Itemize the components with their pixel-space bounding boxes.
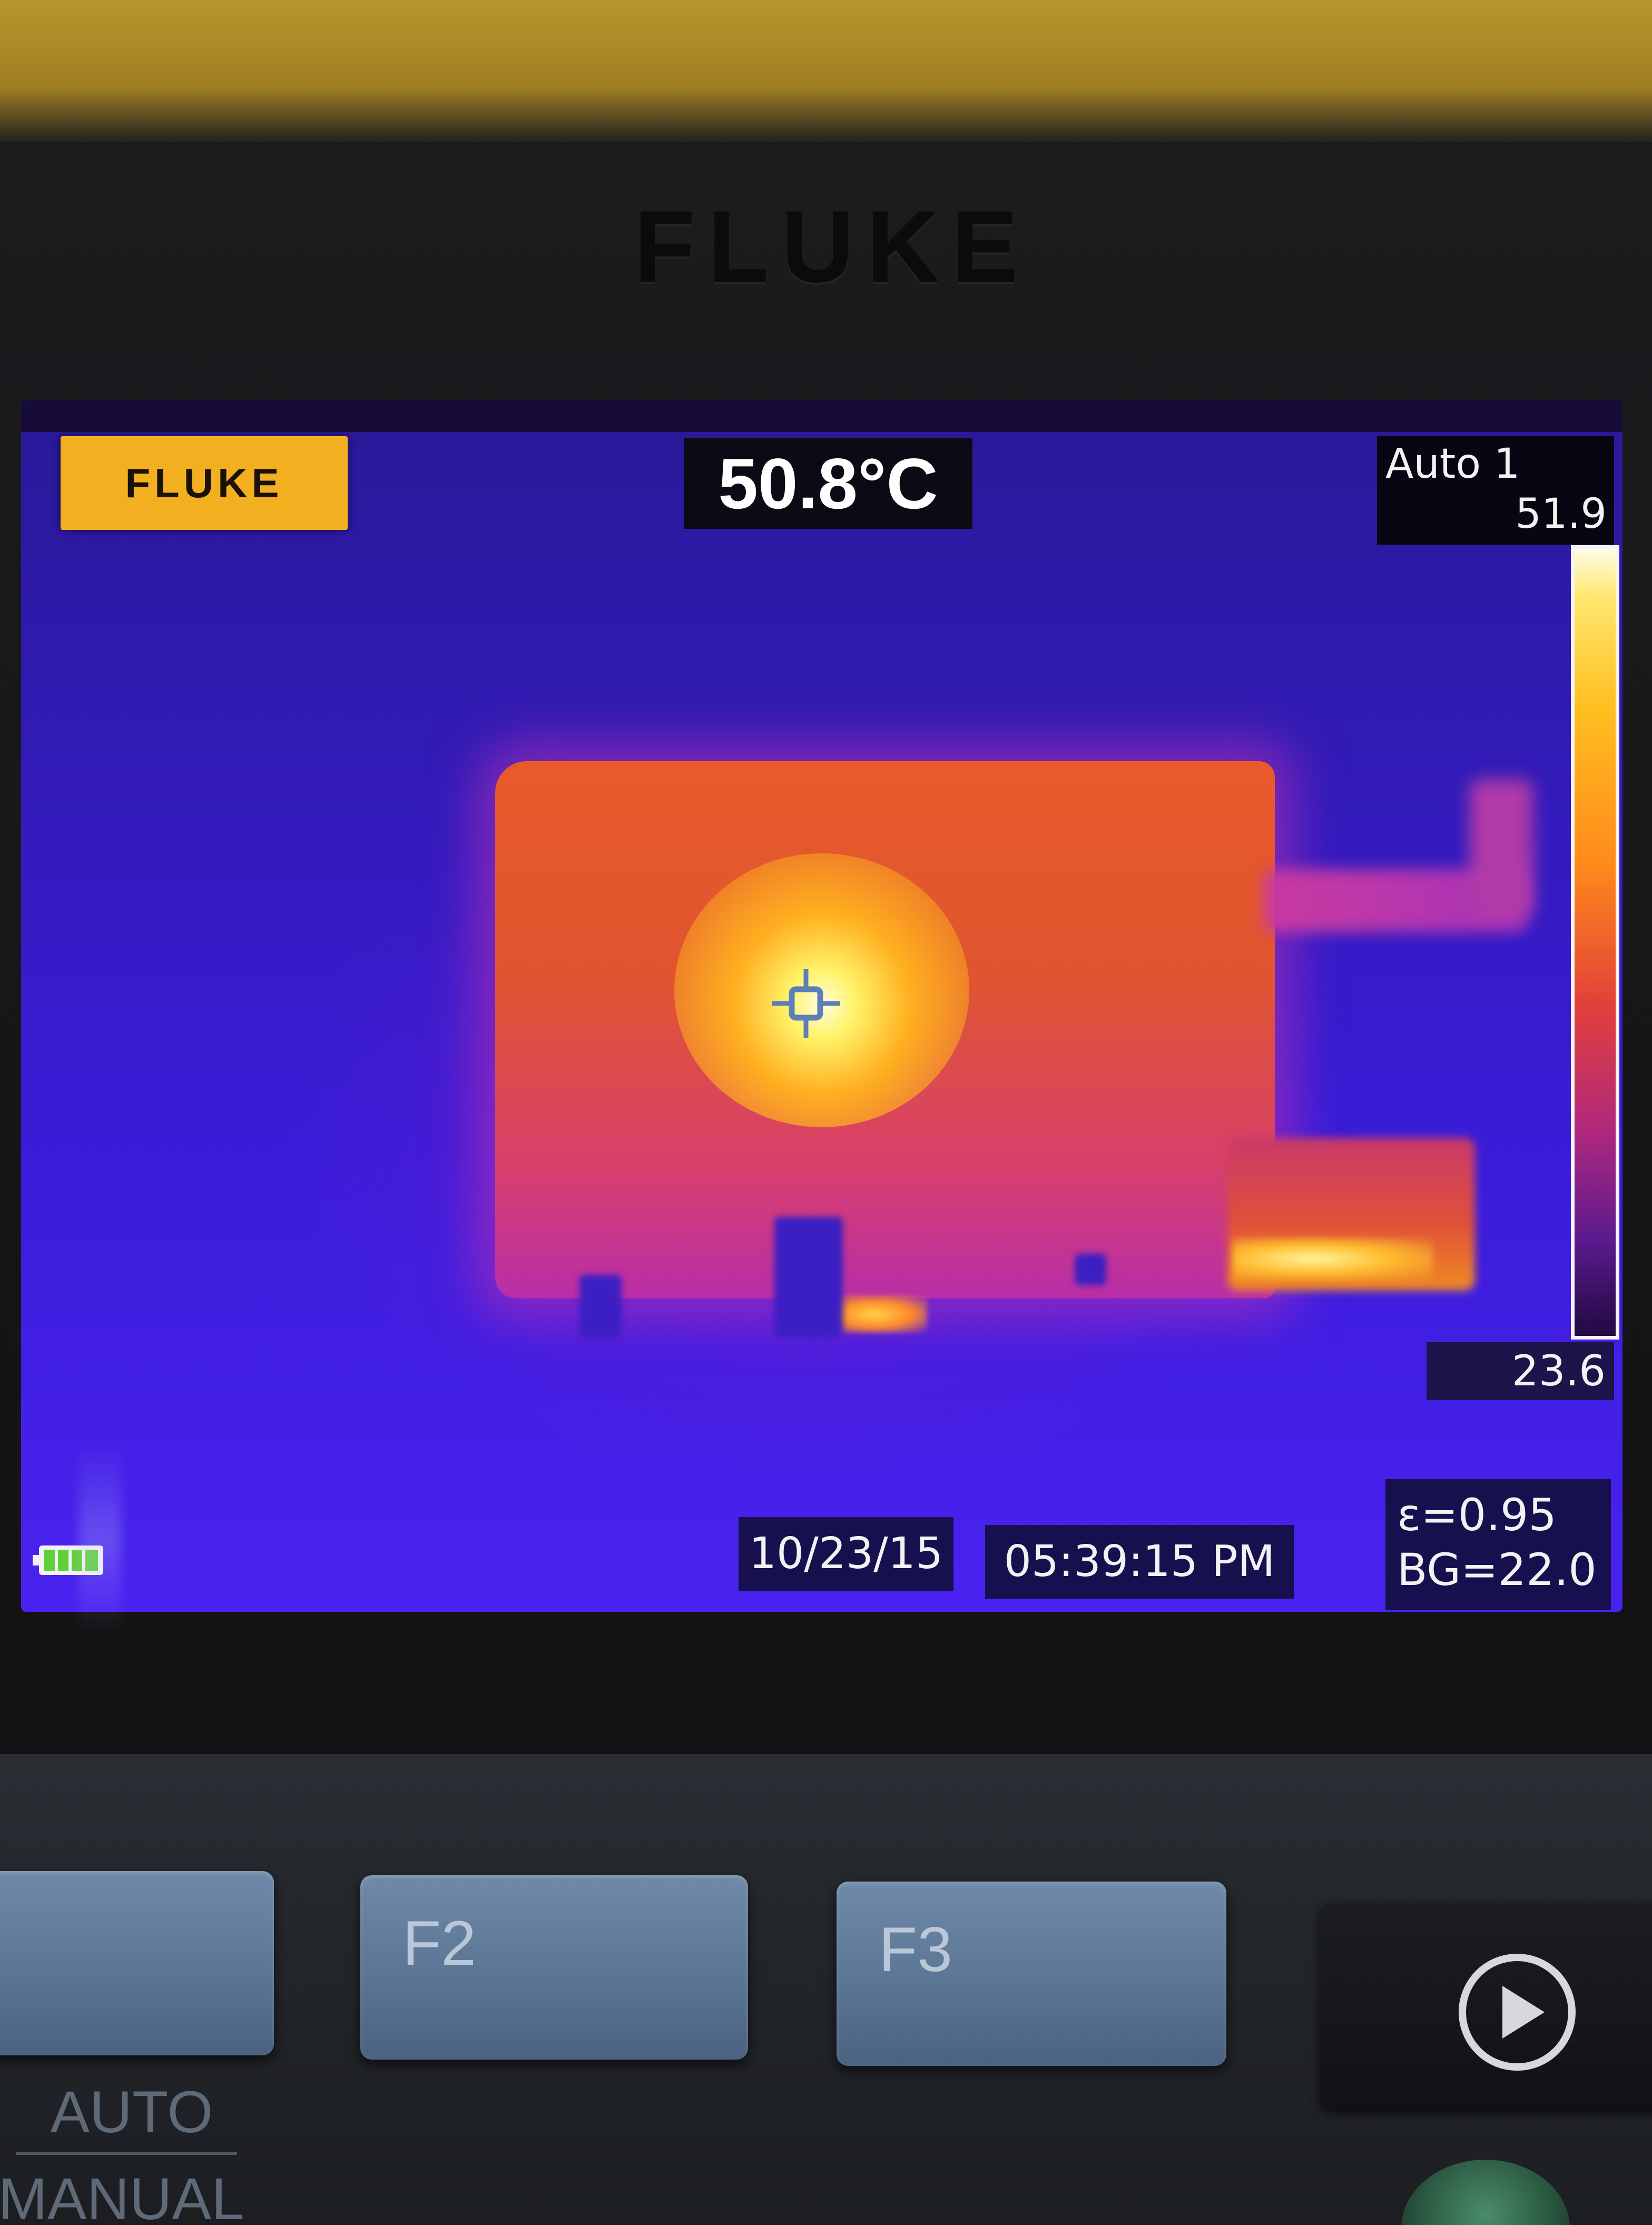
thermal-cold-notch xyxy=(1075,1254,1106,1285)
screen-glare xyxy=(79,1443,121,1633)
thermal-hot-strip-right xyxy=(1233,1238,1433,1280)
mode-label-divider xyxy=(16,2152,237,2155)
fluke-logo-badge: FLUKE xyxy=(61,436,348,530)
background-temperature-value: BG=22.0 xyxy=(1397,1544,1597,1596)
thermal-cold-notch xyxy=(579,1275,622,1338)
center-spot-crosshair-icon xyxy=(772,969,840,1038)
palette-scale-max: 51.9 xyxy=(1515,490,1607,538)
palette-scale-min-box xyxy=(1427,1342,1614,1400)
manual-mode-label: MANUAL xyxy=(0,2166,244,2225)
palette-scale-min: 23.6 xyxy=(1511,1346,1606,1395)
play-icon xyxy=(1459,1954,1576,2071)
capture-time: 05:39:15 PM xyxy=(985,1525,1294,1599)
camera-case-top xyxy=(0,0,1652,158)
softkey-f1[interactable] xyxy=(0,1871,274,2055)
palette-scale-header xyxy=(1377,436,1614,545)
thermal-cold-notch xyxy=(774,1217,843,1338)
center-point-temperature: 50.8°C xyxy=(684,438,972,529)
emissivity-value: ε=0.95 xyxy=(1397,1489,1557,1541)
bezel-brand-logo: FLUKE xyxy=(634,192,1031,303)
measurement-parameters: ε=0.95 BG=22.0 xyxy=(1385,1479,1611,1610)
play-button[interactable] xyxy=(1320,1903,1652,2108)
softkey-f3[interactable]: F3 xyxy=(837,1882,1226,2066)
battery-icon xyxy=(33,1545,103,1575)
thermal-warm-post xyxy=(1470,780,1533,917)
palette-colorbar xyxy=(1571,545,1619,1340)
auto-mode-label: AUTO xyxy=(50,2079,213,2145)
softkey-f2[interactable]: F2 xyxy=(360,1875,748,2060)
palette-scale-mode: Auto 1 xyxy=(1385,440,1520,488)
capture-date: 10/23/15 xyxy=(739,1517,953,1591)
